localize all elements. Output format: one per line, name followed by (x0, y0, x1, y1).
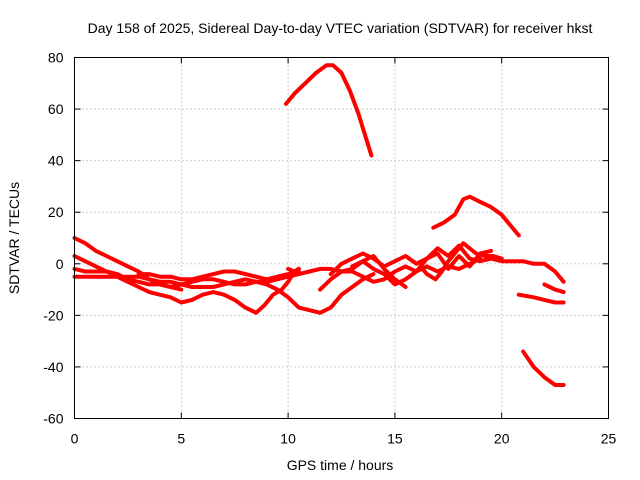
y-axis-label: SDTVAR / TECUs (6, 182, 22, 294)
y-tick-label: 60 (48, 101, 64, 117)
x-tick-label: 15 (387, 431, 403, 447)
series-arc-13 (516, 292, 566, 305)
y-tick-label: 80 (48, 50, 64, 66)
series-arc-6 (72, 254, 408, 289)
x-tick-label: 0 (71, 431, 79, 447)
series-arc-15 (521, 349, 566, 387)
grid (74, 57, 609, 419)
y-tick-label: 20 (48, 204, 64, 220)
x-tick-label: 10 (280, 431, 296, 447)
series-arc-9 (328, 248, 493, 277)
y-tick-label: 40 (48, 153, 64, 169)
x-tick-label: 20 (494, 431, 510, 447)
series-arc-11 (418, 241, 504, 282)
x-tick-label: 5 (177, 431, 185, 447)
x-tick-label: 25 (601, 431, 617, 447)
series-arc-12 (286, 266, 301, 274)
chart-title: Day 158 of 2025, Sidereal Day-to-day VTE… (88, 20, 593, 36)
ticks: 0 5 10 15 20 25 -60 -40 -20 0 20 40 60 80 (43, 50, 616, 447)
plot-frame (74, 57, 609, 419)
series-arc-2 (431, 194, 521, 238)
series-arc-8 (318, 256, 483, 292)
series-layer (72, 63, 566, 387)
y-tick-label: -20 (43, 307, 63, 323)
series-arc-14 (542, 282, 566, 295)
series-arc-7 (136, 269, 301, 282)
x-axis-label: GPS time / hours (287, 457, 394, 473)
y-tick-label: 0 (56, 256, 64, 272)
y-tick-label: -40 (43, 359, 63, 375)
series-arc-1 (284, 63, 374, 158)
y-tick-label: -60 (43, 411, 63, 427)
